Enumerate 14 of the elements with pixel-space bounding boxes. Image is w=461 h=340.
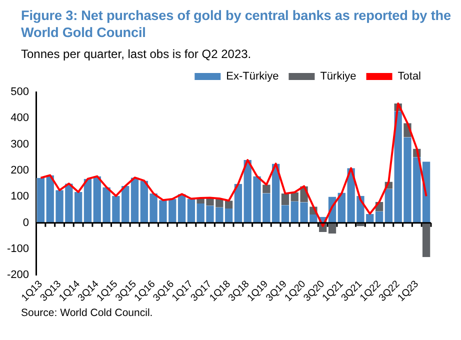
legend-label: Total <box>398 70 422 83</box>
y-tick-label: 0 <box>22 216 30 229</box>
y-tick-label: 400 <box>10 112 30 124</box>
y-tick-label: -200 <box>6 269 30 282</box>
chart-subtitle: Tonnes per quarter, last obs is for Q2 2023. <box>21 47 252 61</box>
y-tick-label: 200 <box>10 164 30 177</box>
legend-label: Ex-Türkiye <box>226 70 279 83</box>
y-tick-label: -100 <box>6 243 30 256</box>
chart-title: Figure 3: Net purchases of gold by central banks as reported by the World Gold Council <box>21 7 452 41</box>
legend-label: Türkiye <box>320 70 356 83</box>
y-tick-label: 100 <box>10 190 30 203</box>
source-note: Source: World Cold Council. <box>21 307 154 319</box>
y-tick-label: 500 <box>10 86 30 98</box>
y-tick-label: 300 <box>10 138 30 150</box>
